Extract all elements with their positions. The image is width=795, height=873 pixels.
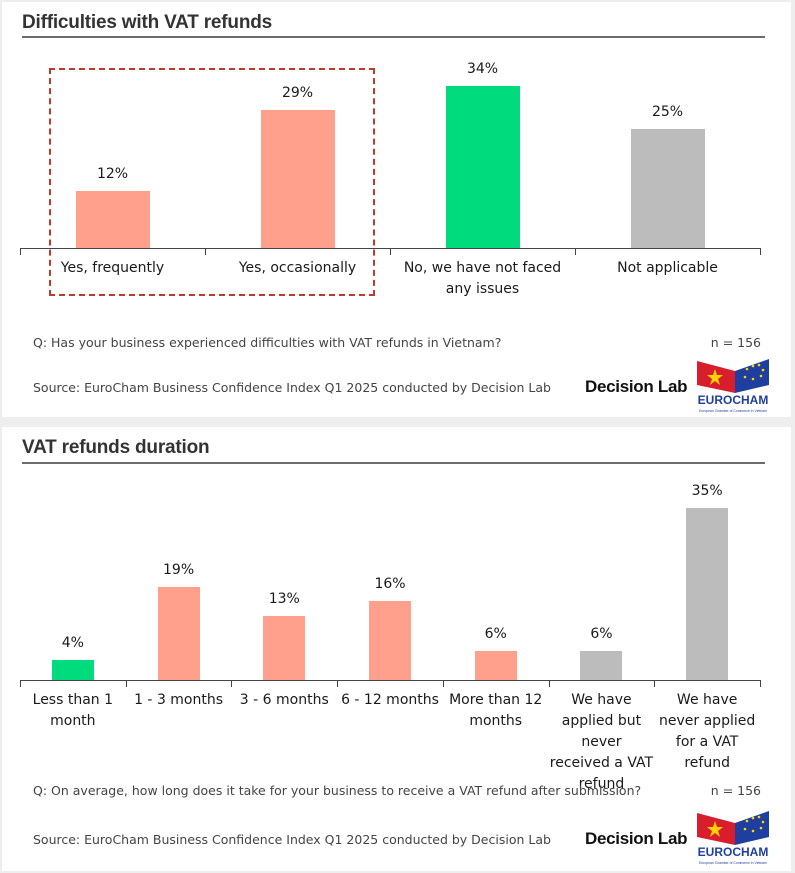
data-label: 35% — [691, 483, 723, 499]
bar — [686, 508, 729, 680]
sample-size: n = 156 — [710, 335, 761, 350]
x-axis-tick — [231, 680, 233, 687]
data-label: 25% — [651, 103, 684, 120]
x-axis-tick — [337, 680, 339, 687]
bar — [474, 650, 517, 680]
x-axis-tick — [760, 680, 761, 687]
bar — [263, 616, 306, 680]
vat-difficulties-panel: Difficulties with VAT refunds 12% Yes, fr… — [2, 2, 791, 417]
bar — [630, 128, 705, 248]
title-divider — [22, 36, 765, 38]
data-label: 12% — [96, 165, 129, 182]
category-label: No, we have not faced any issues — [403, 260, 562, 297]
title-divider — [22, 462, 765, 464]
category-label: We have never applied for a VAT refund — [659, 692, 756, 771]
data-label: 13% — [268, 591, 300, 608]
x-axis-tick — [205, 248, 206, 255]
bar — [580, 650, 623, 680]
data-label: 19% — [163, 561, 195, 578]
bar — [157, 586, 200, 680]
x-axis-tick — [20, 680, 21, 687]
bar — [260, 109, 335, 248]
highlight-box — [49, 68, 375, 296]
category-label: Less than 1 month — [32, 692, 114, 729]
category-label: 1 - 3 months — [134, 692, 224, 708]
category-label: 6 - 12 months — [341, 692, 439, 708]
x-axis-tick — [125, 680, 127, 687]
eurocham-wordmark: EUROCHAM — [698, 393, 769, 407]
x-axis-tick — [390, 248, 391, 255]
x-axis-tick — [548, 680, 550, 687]
data-label: 4% — [61, 635, 84, 652]
survey-question: Q: Has your business experienced difficu… — [33, 335, 502, 350]
decision-lab-logo: Decision Lab — [585, 829, 688, 848]
x-axis-line — [20, 680, 760, 681]
decision-lab-logo: Decision Lab — [585, 377, 688, 396]
x-axis-tick — [760, 248, 761, 255]
category-label: We have applied but never received a VAT… — [549, 692, 654, 792]
panel-title: Difficulties with VAT refunds — [22, 12, 273, 33]
eurocham-logo: EUROCHAM European Chamber of Commerce in… — [697, 811, 769, 865]
data-label: 6% — [484, 625, 507, 642]
x-axis-tick — [575, 248, 576, 255]
panel-title: VAT refunds duration — [22, 437, 210, 458]
bar — [75, 190, 150, 248]
data-label: 16% — [374, 576, 406, 593]
category-label: Not applicable — [617, 260, 718, 276]
category-label: More than 12 months — [449, 692, 543, 729]
data-label: 29% — [281, 84, 314, 101]
survey-question: Q: On average, how long does it take for… — [33, 783, 642, 798]
bar — [51, 660, 94, 680]
category-label: Yes, occasionally — [238, 260, 357, 276]
category-label: 3 - 6 months — [239, 692, 329, 708]
x-axis-tick — [442, 680, 444, 687]
eurocham-subtitle: European Chamber of Commerce in Vietnam — [699, 409, 767, 413]
vat-duration-panel: VAT refunds duration 4% Less than 1 month… — [2, 427, 791, 871]
eurocham-wordmark: EUROCHAM — [698, 845, 769, 859]
x-axis-tick — [654, 680, 656, 687]
eurocham-logo: EUROCHAM European Chamber of Commerce in… — [697, 359, 769, 413]
data-label: 34% — [466, 61, 499, 77]
source-note: Source: EuroCham Business Confidence Ind… — [33, 832, 551, 847]
source-note: Source: EuroCham Business Confidence Ind… — [33, 380, 551, 395]
data-label: 6% — [590, 625, 613, 642]
category-label: Yes, frequently — [60, 260, 165, 276]
bar — [369, 601, 411, 680]
x-axis-tick — [20, 248, 21, 255]
sample-size: n = 156 — [710, 783, 761, 798]
eurocham-subtitle: European Chamber of Commerce in Vietnam — [699, 861, 767, 865]
bar — [445, 86, 520, 248]
